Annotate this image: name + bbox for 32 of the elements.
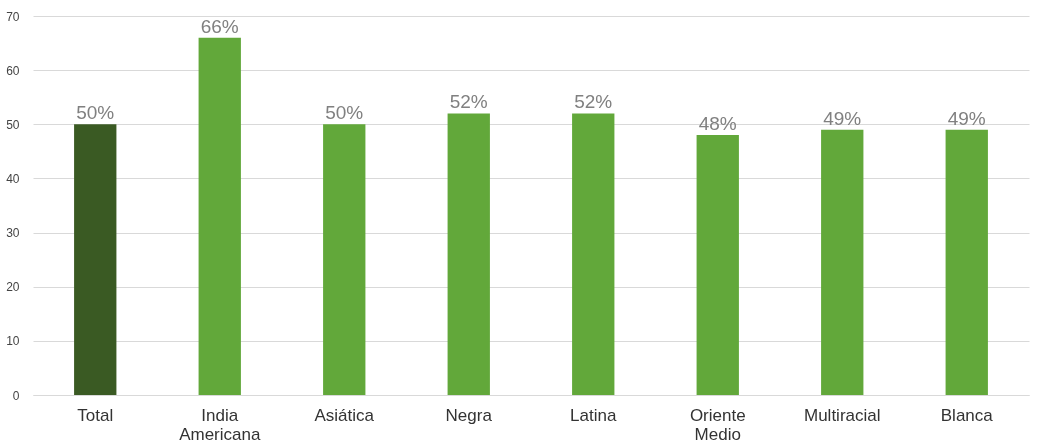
x-tick-label: Oriente Medio <box>689 405 746 444</box>
data-label: 52% <box>574 91 613 113</box>
x-tick-label: Asiática <box>314 405 375 425</box>
bar <box>696 135 739 395</box>
y-tick-label: 60 <box>6 63 20 78</box>
x-tick-label: Multiracial <box>803 405 881 425</box>
y-tick-label: 40 <box>6 171 20 186</box>
bar <box>945 129 988 395</box>
y-tick-label: 70 <box>6 9 20 24</box>
data-label: 66% <box>200 15 239 37</box>
bar <box>323 124 366 395</box>
data-label: 48% <box>698 113 737 135</box>
y-tick-label: 0 <box>12 388 20 403</box>
x-tick-label: Negra <box>445 405 493 425</box>
bar <box>447 113 490 395</box>
data-label: 50% <box>325 102 364 124</box>
data-label: 52% <box>449 91 488 113</box>
data-label: 49% <box>823 107 862 129</box>
y-tick-label: 30 <box>6 226 20 241</box>
y-tick-label: 20 <box>6 280 20 295</box>
bar <box>198 37 241 395</box>
bar <box>74 124 117 395</box>
y-tick-label: 50 <box>6 117 20 132</box>
x-tick-label: India Americana <box>179 405 261 444</box>
data-label: 50% <box>76 102 115 124</box>
x-tick-label: Latina <box>570 405 617 425</box>
x-tick-label: Blanca <box>940 405 994 425</box>
bar <box>821 129 864 395</box>
x-tick-label: Total <box>77 405 114 425</box>
bar <box>572 113 615 395</box>
data-label: 49% <box>947 107 986 129</box>
y-tick-label: 10 <box>6 334 20 349</box>
